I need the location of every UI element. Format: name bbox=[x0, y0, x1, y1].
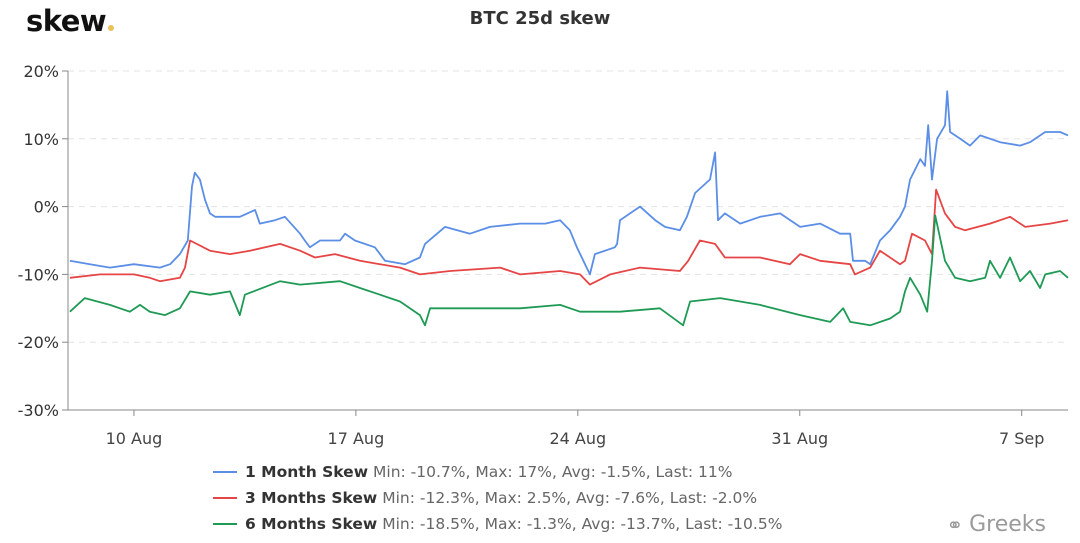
legend-stats: Min: -10.7%, Max: 17%, Avg: -1.5%, Last:… bbox=[373, 463, 733, 481]
legend-item-1m[interactable]: 1 Month Skew Min: -10.7%, Max: 17%, Avg:… bbox=[213, 459, 782, 485]
chart-legend: 1 Month Skew Min: -10.7%, Max: 17%, Avg:… bbox=[213, 459, 782, 537]
series-line-2 bbox=[69, 188, 1069, 286]
legend-name: 1 Month Skew bbox=[245, 463, 369, 481]
y-tick-label: 10% bbox=[23, 130, 59, 149]
legend-name: 3 Months Skew bbox=[245, 489, 378, 507]
legend-swatch bbox=[213, 523, 237, 525]
x-tick-label: 24 Aug bbox=[549, 429, 606, 448]
y-tick-label: 0% bbox=[34, 198, 59, 217]
legend-stats: Min: -12.3%, Max: 2.5%, Avg: -7.6%, Last… bbox=[382, 489, 758, 507]
watermark: ⚭ Greeks bbox=[946, 512, 1046, 537]
legend-swatch bbox=[213, 497, 237, 499]
y-tick-label: -10% bbox=[18, 265, 59, 284]
y-tick-label: -30% bbox=[18, 401, 59, 420]
legend-item-3m[interactable]: 3 Months Skew Min: -12.3%, Max: 2.5%, Av… bbox=[213, 485, 782, 511]
y-tick-label: -20% bbox=[18, 333, 59, 352]
y-tick-label: 20% bbox=[23, 62, 59, 81]
series-line-3 bbox=[69, 214, 1069, 327]
series-line-1 bbox=[69, 90, 1069, 276]
x-tick-label: 7 Sep bbox=[999, 429, 1044, 448]
legend-stats: Min: -18.5%, Max: -1.3%, Avg: -13.7%, La… bbox=[382, 515, 783, 533]
legend-item-6m[interactable]: 6 Months Skew Min: -18.5%, Max: -1.3%, A… bbox=[213, 511, 782, 537]
legend-name: 6 Months Skew bbox=[245, 515, 378, 533]
chart-title: BTC 25d skew bbox=[469, 8, 611, 29]
x-tick-label: 17 Aug bbox=[328, 429, 385, 448]
x-tick-label: 31 Aug bbox=[771, 429, 828, 448]
legend-swatch bbox=[213, 471, 237, 473]
logo-dot bbox=[108, 25, 115, 31]
skew-logo: skew bbox=[26, 4, 115, 38]
watermark-text: Greeks bbox=[969, 512, 1046, 537]
wechat-icon: ⚭ bbox=[946, 512, 964, 537]
x-tick-label: 10 Aug bbox=[106, 429, 163, 448]
logo-text: skew bbox=[26, 4, 107, 38]
